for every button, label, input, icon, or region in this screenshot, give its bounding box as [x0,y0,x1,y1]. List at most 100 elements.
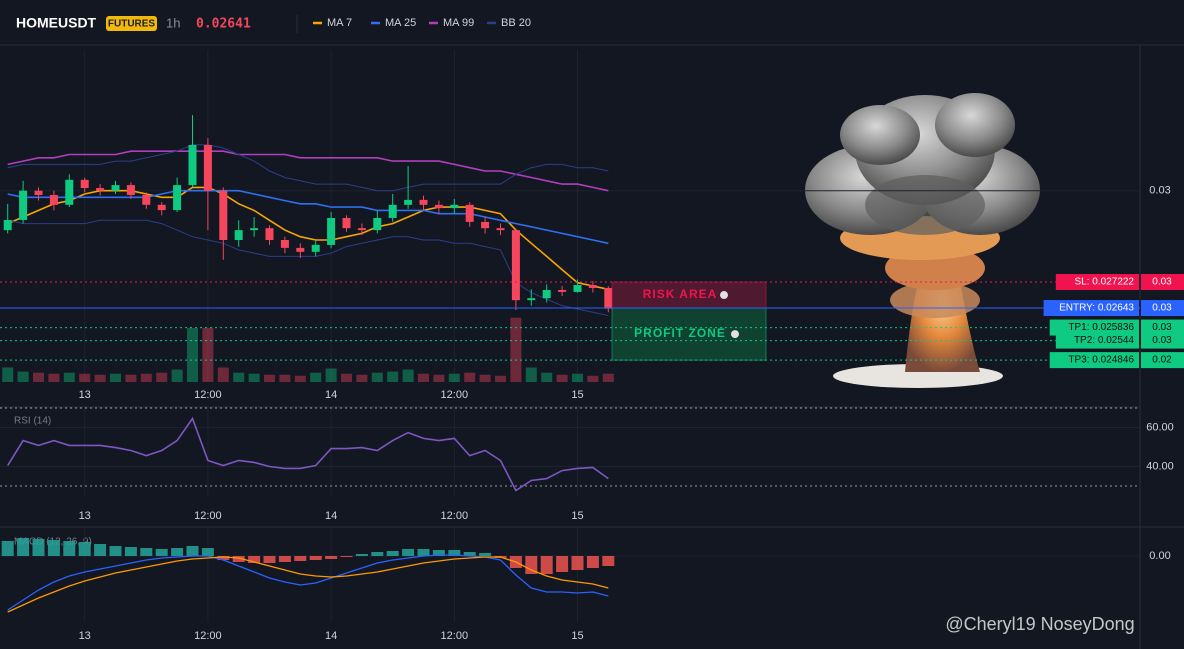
volume-bar [202,328,214,382]
macd-histogram-bar [463,552,476,556]
candle-body [481,221,490,229]
y-tick-label: 0.03 [1149,185,1170,197]
candle-body [173,185,182,211]
macd-histogram-bar [186,546,199,556]
rsi-title: RSI (14) [14,416,51,427]
time-tick-label: 14 [325,389,337,401]
time-tick-label: 12:00 [194,510,222,522]
candle-body [3,219,12,231]
candle-body [19,190,28,220]
bb-line [7,144,609,192]
level-label: TP2: 0.02544 [1074,335,1134,346]
time-tick-label: 14 [325,510,337,522]
time-tick-label: 13 [79,630,91,642]
candle-body [604,287,613,309]
ma-line [7,150,609,192]
time-tick-label: 12:00 [441,389,469,401]
macd-histogram-bar [217,556,230,560]
candle-body [558,289,567,292]
macd-histogram-bar [47,540,60,556]
mushroom-cloud [805,93,1040,388]
rsi-line [7,416,609,492]
volume-bar [587,375,599,382]
zone-label: RISK AREA [643,287,718,301]
candle-body [203,144,212,191]
candle-body [327,217,336,245]
volume-bar [79,373,91,382]
volume-bar [2,367,14,382]
volume-bar [371,372,383,382]
candle-body [188,144,197,186]
volume-bar [325,368,337,382]
volume-bar [110,373,121,382]
y-tick-label: 60.00 [1146,421,1174,433]
volume-bar [341,373,352,382]
macd-histogram-bar [155,549,168,556]
candle-body [250,228,259,231]
volume-bar [510,317,522,382]
candle-body [142,194,151,205]
volume-bar [279,374,291,382]
macd-histogram-bar [479,553,492,556]
macd-histogram-bar [325,556,338,559]
level-badge [1049,319,1139,336]
candle-body [126,185,135,195]
candle-body [342,217,351,229]
macd-histogram-bar [1,541,14,556]
symbol: HOMEUSDT [16,15,97,31]
level-badge [1055,274,1139,291]
volume-bar [572,373,583,382]
interval: 1h [166,15,180,30]
volume-bar [418,373,429,382]
last-price: 0.02641 [196,17,251,32]
axis-level-label: 0.03 [1152,335,1172,346]
watermark: @Cheryl19 NoseyDong [945,614,1134,634]
candle-body [311,244,320,252]
macd-histogram-bar [278,556,291,562]
legend-label: BB 20 [501,17,531,29]
volume-bar [387,371,399,382]
candle-body [434,204,443,209]
axis-badge [1141,352,1184,369]
volume-bar [17,371,29,382]
macd-histogram-bar [386,551,399,556]
macd-histogram-bar [248,556,261,563]
macd-histogram-bar [94,544,107,556]
volume-bar [356,374,368,382]
candle-body [49,194,58,205]
candle-body [573,285,582,292]
volume-bar [125,374,137,382]
time-tick-label: 13 [79,510,91,522]
axis-badge [1141,300,1184,317]
candle-body [419,199,428,205]
volume-bar [433,374,445,382]
volume-bar [171,369,183,382]
macd-histogram-bar [232,556,245,562]
macd-histogram-bar [417,549,430,556]
macd-histogram-bar [124,547,137,556]
time-tick-label: 12:00 [441,630,469,642]
macd-histogram-bar [586,556,599,568]
level-badge [1049,352,1139,369]
macd-histogram-bar [171,548,184,556]
zone-label: PROFIT ZONE [634,326,726,340]
macd-histogram-bar [355,554,368,556]
candle-body [373,217,382,231]
level-label: TP1: 0.025836 [1068,322,1134,333]
candle-body [80,179,89,189]
level-label: SL: 0.027222 [1075,277,1135,288]
volume-bar [233,372,245,382]
time-tick-label: 13 [79,389,91,401]
zone-box [611,307,767,361]
volume-bar [479,374,491,382]
candle-body [96,188,105,191]
volume-bar [264,374,275,382]
volume-bar [156,372,168,382]
axis-level-label: 0.02 [1152,355,1172,366]
macd-histogram-bar [556,556,569,572]
time-tick-label: 12:00 [194,389,222,401]
zone-icon [720,291,728,300]
macd-histogram-bar [109,546,122,556]
macd-histogram-bar [63,541,76,556]
